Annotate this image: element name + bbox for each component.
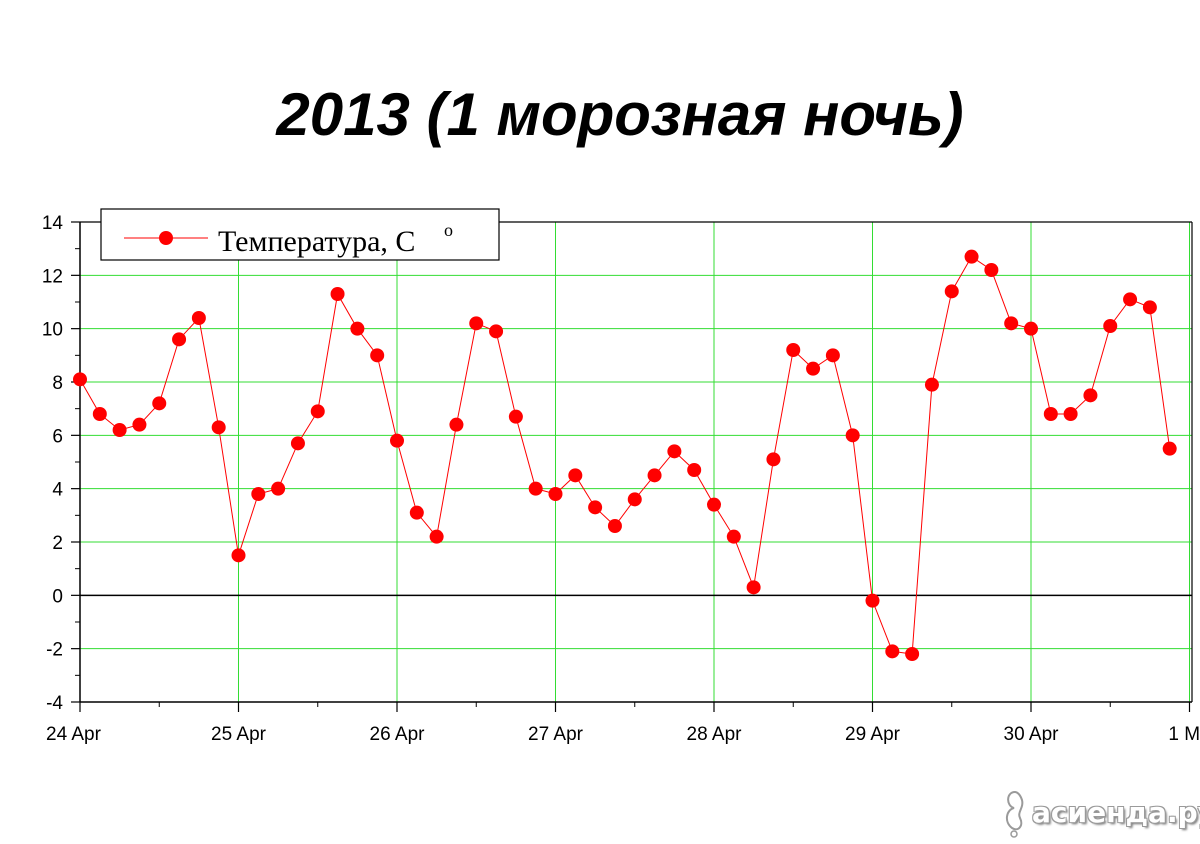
y-tick-label: 12 — [42, 266, 63, 287]
y-tick-label: 4 — [52, 480, 63, 501]
x-tick-label: 24 Apr — [46, 724, 102, 745]
watermark: асиенда.ру — [1000, 784, 1200, 840]
data-point — [806, 361, 821, 376]
data-point — [152, 396, 167, 411]
x-tick-label: 30 Apr — [1004, 724, 1060, 745]
data-point — [627, 492, 642, 507]
chart-title: 2013 (1 морозная ночь) — [276, 81, 964, 148]
acienda-logo-icon — [1006, 790, 1024, 838]
y-tick-label: 14 — [42, 213, 64, 234]
data-point — [667, 444, 682, 459]
x-tick-label: 28 Apr — [687, 724, 743, 745]
data-point — [290, 436, 305, 451]
data-point — [92, 407, 107, 421]
data-point — [132, 417, 147, 432]
data-point — [607, 519, 622, 533]
legend: Температура, C o — [100, 208, 500, 261]
data-point — [944, 284, 959, 299]
data-point — [191, 311, 206, 325]
y-tick-label: 6 — [52, 426, 63, 447]
legend-label: Температура, C — [218, 225, 415, 258]
data-point — [1043, 407, 1058, 421]
data-point — [172, 332, 187, 347]
data-point — [746, 580, 761, 595]
data-point — [1142, 300, 1157, 315]
data-point — [1123, 292, 1138, 307]
data-point — [271, 481, 286, 496]
data-point — [726, 529, 741, 544]
data-point — [469, 316, 484, 331]
data-point — [786, 343, 801, 357]
data-point — [885, 644, 900, 659]
data-point — [1083, 388, 1098, 403]
x-tick-label: 25 Apr — [211, 724, 267, 745]
data-point — [647, 468, 662, 483]
watermark-text: асиенда.ру — [1032, 796, 1200, 829]
data-point — [73, 372, 87, 387]
x-tick-label: 29 Apr — [845, 724, 901, 745]
data-point — [251, 487, 266, 501]
data-point — [508, 409, 523, 424]
data-point — [905, 647, 920, 661]
y-tick-label: 8 — [52, 373, 63, 394]
y-tick-label: -4 — [46, 693, 63, 714]
data-point — [1063, 407, 1078, 421]
grid-lines — [80, 221, 1192, 702]
data-point — [568, 468, 583, 483]
temperature-series — [73, 249, 1177, 661]
data-point — [924, 377, 939, 392]
data-point — [588, 500, 603, 515]
y-tick-label: 0 — [52, 586, 63, 607]
x-tick-label: 27 Apr — [528, 724, 584, 745]
data-point — [409, 505, 424, 520]
data-point — [330, 287, 345, 301]
y-tick-label: 2 — [52, 533, 63, 554]
axes: -4 -2 0 2 4 6 8 10 12 14 24 Apr 25 Apr 26 Apr 27 Apr 2… — [42, 213, 1200, 745]
data-point — [429, 529, 444, 544]
data-point — [865, 593, 880, 608]
data-point — [687, 463, 702, 477]
data-point — [1162, 441, 1177, 456]
data-point — [390, 433, 404, 448]
y-tick-label: 10 — [42, 320, 63, 341]
data-point — [211, 420, 226, 435]
data-point — [984, 263, 999, 277]
data-point — [310, 404, 325, 419]
data-point — [370, 348, 385, 363]
x-tick-label: 26 Apr — [370, 724, 426, 745]
data-point — [528, 481, 543, 496]
data-point — [964, 249, 979, 264]
data-point — [449, 417, 464, 432]
data-point — [1004, 316, 1019, 331]
x-tick-label: 1 Ma — [1168, 724, 1200, 745]
data-point — [825, 348, 840, 363]
data-point — [1103, 319, 1118, 333]
data-point — [707, 497, 721, 512]
data-point — [112, 423, 127, 437]
data-point — [1024, 321, 1038, 336]
data-point — [766, 452, 781, 467]
y-tick-label: -2 — [46, 640, 63, 661]
data-point — [350, 321, 365, 336]
data-point — [231, 548, 246, 563]
data-point — [489, 324, 504, 339]
legend-marker — [159, 231, 173, 245]
data-point — [548, 487, 563, 501]
data-point — [845, 428, 860, 443]
series-line — [79, 255, 1171, 655]
legend-superscript: o — [444, 220, 453, 240]
